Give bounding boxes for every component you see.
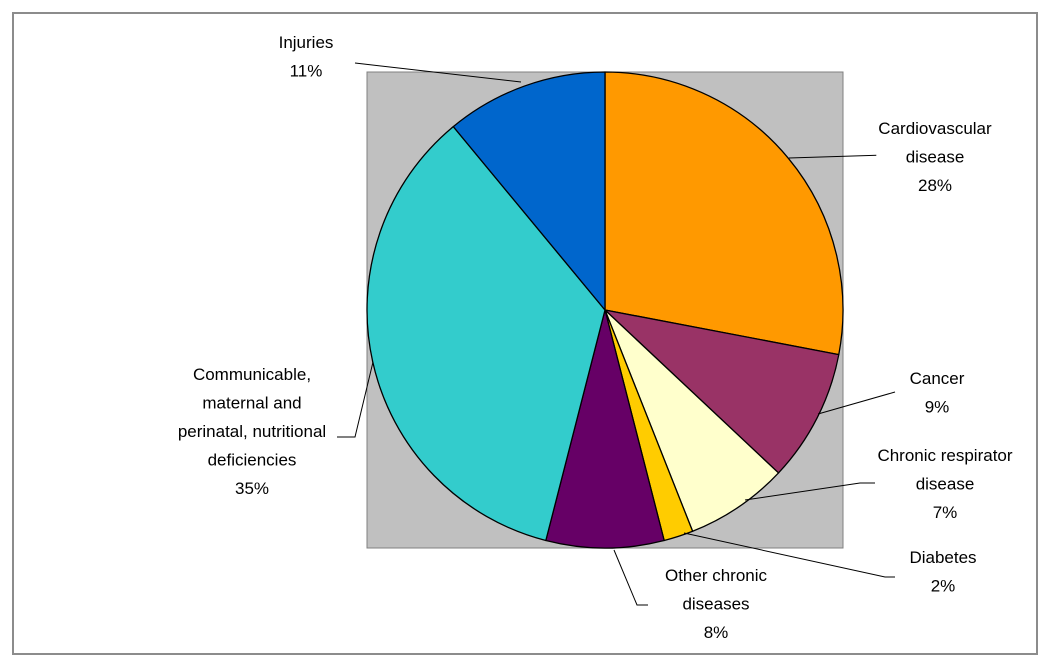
- label-background: [875, 445, 1015, 523]
- labels-layer: Cardiovascular disease 28% Cancer 9% Chronic …: [178, 33, 1013, 642]
- leader-line-1: [788, 154, 886, 159]
- label-background: [175, 364, 329, 499]
- label-background: [276, 32, 336, 82]
- data-label-5: Other chronic diseases 8%: [665, 566, 768, 642]
- data-label-3: Chronic respirator disease 7%: [877, 446, 1012, 522]
- pie-slice-1: [604, 71, 844, 356]
- label-background: [876, 118, 995, 196]
- data-label-6: Communicable, maternal and perinatal, nutr…: [178, 365, 326, 498]
- leader-line-4: [683, 532, 895, 578]
- label-backgrounds: [175, 32, 1015, 643]
- leader-line-3: [744, 482, 875, 501]
- leader-lines-layer: [337, 62, 896, 606]
- leader-line-5: [613, 549, 648, 606]
- label-background: [907, 547, 979, 597]
- pie-slice-7: [452, 71, 606, 311]
- data-label-1: Cardiovascular disease 28%: [878, 119, 992, 195]
- label-background: [662, 565, 770, 643]
- pie-slice-5: [545, 309, 665, 549]
- leader-line-6: [337, 361, 374, 438]
- data-label-2: Cancer 9%: [910, 369, 965, 417]
- pie-slice-3: [604, 309, 780, 532]
- data-label-4: Diabetes 2%: [909, 548, 976, 596]
- leader-line-7: [354, 62, 522, 83]
- data-label-7: Injuries 11%: [279, 33, 334, 81]
- leader-line-2: [817, 391, 896, 415]
- label-background: [907, 368, 967, 418]
- pie-slice-6: [366, 125, 606, 542]
- pie-slice-2: [604, 309, 840, 474]
- slices-layer: [366, 71, 844, 549]
